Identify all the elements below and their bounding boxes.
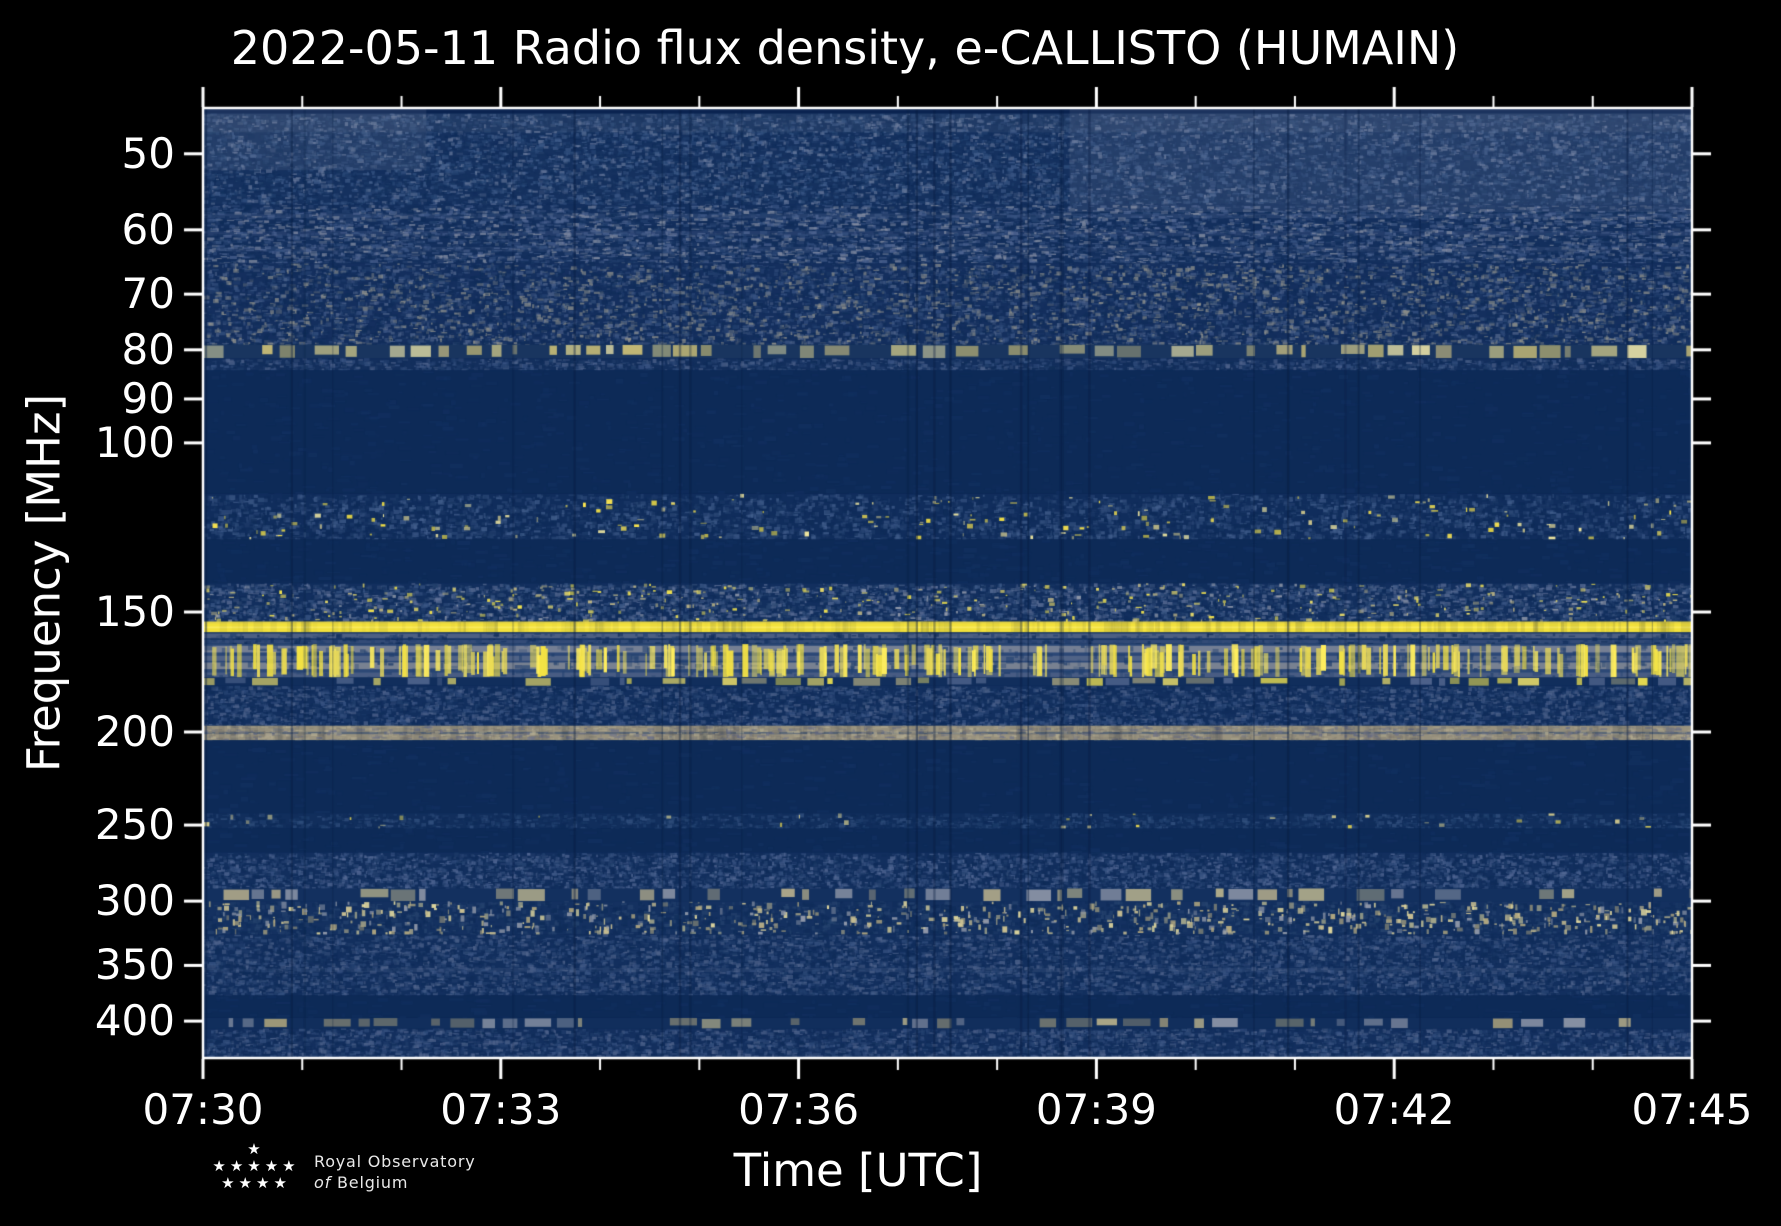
rob-logo-text: Royal Observatory of Belgium: [314, 1151, 475, 1193]
chart-title: 2022-05-11 Radio flux density, e-CALLIST…: [230, 21, 1460, 75]
y-tick-label: 60: [121, 204, 175, 254]
star-icon: ★: [238, 1174, 252, 1192]
star-icon: ★: [247, 1157, 261, 1175]
rob-logo-of: of: [314, 1173, 332, 1192]
y-tick-label: 50: [121, 128, 175, 178]
star-icon: ★: [221, 1174, 235, 1192]
star-row: ★ ★ ★ ★ ★: [212, 1158, 295, 1174]
star-row: ★: [247, 1141, 260, 1157]
x-tick-label: 07:39: [1035, 1085, 1157, 1134]
star-icon: ★: [256, 1174, 270, 1192]
star-icon: ★: [282, 1157, 296, 1175]
y-tick-label: 80: [121, 324, 175, 374]
rob-logo-stars: ★ ★ ★ ★ ★ ★ ★ ★ ★ ★: [206, 1141, 302, 1191]
y-tick-label: 150: [94, 587, 175, 636]
x-tick-label: 07:30: [142, 1085, 264, 1134]
star-icon: ★: [247, 1140, 261, 1158]
y-tick-label: 100: [94, 417, 175, 467]
y-tick-label: 350: [94, 940, 175, 990]
y-tick-label: 200: [94, 707, 175, 756]
y-tick-label: 70: [121, 269, 175, 319]
star-icon: ★: [229, 1157, 244, 1175]
y-tick-label: 400: [94, 996, 175, 1046]
x-tick-label: 07:45: [1631, 1085, 1753, 1134]
y-tick-label: 90: [121, 373, 175, 423]
star-icon: ★: [264, 1157, 279, 1175]
star-row: ★ ★ ★ ★: [221, 1175, 287, 1191]
y-tick-label: 300: [94, 876, 175, 926]
rob-logo-line1: Royal Observatory: [314, 1152, 476, 1171]
x-tick-label: 07:33: [440, 1085, 562, 1134]
rob-logo-belgium: Belgium: [337, 1173, 409, 1192]
x-tick-label: 07:42: [1333, 1085, 1455, 1134]
star-icon: ★: [273, 1174, 287, 1192]
rob-logo-line2: of Belgium: [314, 1172, 475, 1193]
star-icon: ★: [212, 1157, 226, 1175]
x-axis-label: Time [UTC]: [733, 1144, 983, 1197]
x-tick-label: 07:36: [738, 1085, 860, 1134]
y-tick-label: 250: [94, 800, 175, 850]
